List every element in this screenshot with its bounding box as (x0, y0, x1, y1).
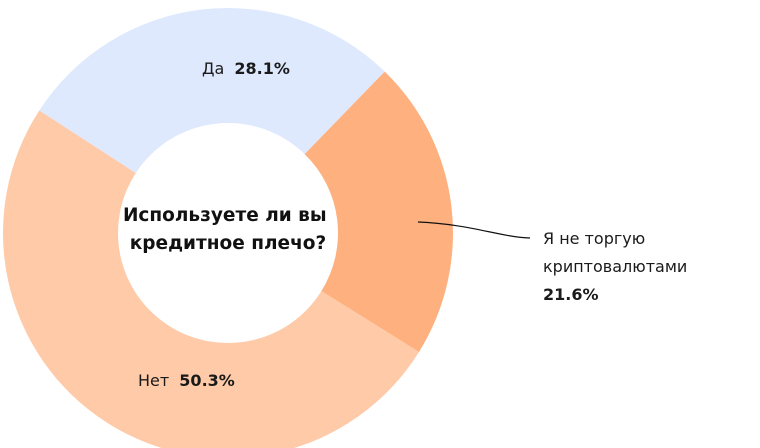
slice-label-no-trading-line-1: Я не торгую (543, 229, 645, 248)
chart-title-line-2: кредитное плечо? (130, 233, 326, 254)
slice-da (39, 7, 385, 174)
slice-net (3, 110, 419, 448)
slice-no-trading (304, 71, 453, 352)
slice-label-net: Нет 50.3% (138, 371, 235, 390)
slice-label-da-value: 28.1% (234, 59, 290, 78)
slice-label-no-trading: Я не торгую криптовалютами 21.6% (543, 229, 692, 304)
slice-label-da: Да 28.1% (202, 59, 290, 78)
slice-label-no-trading-value: 21.6% (543, 285, 599, 304)
slice-label-no-trading-line-2: криптовалютами (543, 257, 687, 276)
slice-label-da-name: Да (202, 59, 224, 78)
slice-label-net-value: 50.3% (179, 371, 235, 390)
slice-leader-line (417, 221, 531, 239)
chart-title: Используете ли вы кредитное плечо? (123, 205, 333, 254)
slice-label-net-name: Нет (138, 371, 169, 390)
chart-title-line-1: Используете ли вы (123, 205, 327, 226)
donut-slices (3, 7, 453, 448)
